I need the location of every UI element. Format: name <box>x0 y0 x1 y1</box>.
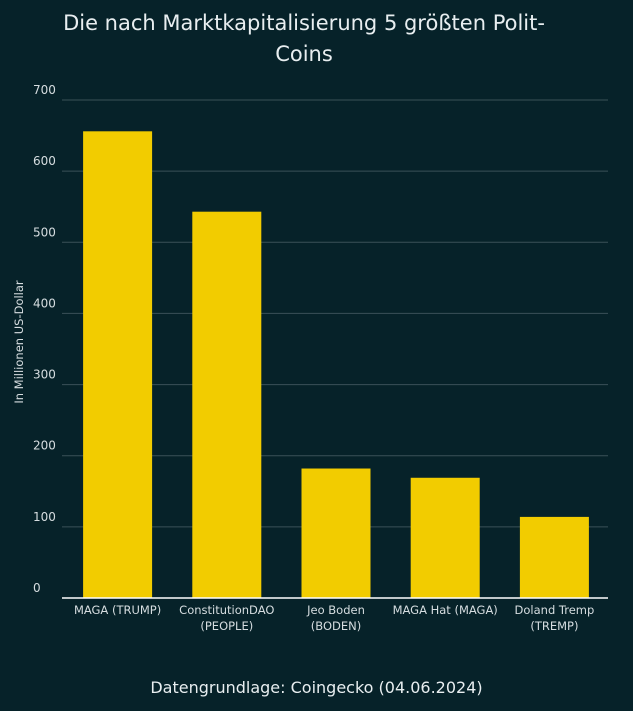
bar-2 <box>301 468 371 598</box>
y-tick-label-200: 200 <box>33 439 56 453</box>
bar-1 <box>192 211 262 599</box>
y-tick-label-600: 600 <box>33 154 56 168</box>
x-tick-label-4: Doland Tremp (TREMP) <box>515 603 595 633</box>
gridlines <box>62 99 608 528</box>
x-tick-label-0: MAGA (TRUMP) <box>74 603 161 617</box>
bar-4 <box>519 516 589 598</box>
bar-0 <box>83 131 153 598</box>
bars <box>83 131 589 599</box>
y-tick-label-300: 300 <box>33 368 56 382</box>
chart-title: Die nach Marktkapitalisierung 5 größten … <box>0 8 608 70</box>
x-tick-label-line: (BODEN) <box>311 619 361 633</box>
y-tick-label-100: 100 <box>33 510 56 524</box>
bar-3 <box>410 477 480 598</box>
x-tick-label-3: MAGA Hat (MAGA) <box>393 603 498 617</box>
y-tick-label-500: 500 <box>33 225 56 239</box>
x-tick-label-1: ConstitutionDAO (PEOPLE) <box>179 603 274 633</box>
x-tick-label-line: MAGA (TRUMP) <box>74 603 161 617</box>
x-tick-label-line: ConstitutionDAO <box>179 603 274 617</box>
x-tick-label-line: (TREMP) <box>530 619 578 633</box>
x-tick-label-line: (PEOPLE) <box>200 619 253 633</box>
x-tick-label-line: Doland Tremp <box>515 603 595 617</box>
y-tick-label-400: 400 <box>33 296 56 310</box>
x-tick-label-2: Jeo Boden (BODEN) <box>306 603 365 633</box>
y-tick-label-0: 0 <box>33 581 41 595</box>
y-tick-label-700: 700 <box>33 83 56 97</box>
y-axis-title: In Millionen US-Dollar <box>12 280 26 404</box>
x-tick-label-line: MAGA Hat (MAGA) <box>393 603 498 617</box>
source-note: Datengrundlage: Coingecko (04.06.2024) <box>150 678 483 697</box>
chart-title-text: Die nach Marktkapitalisierung 5 größten … <box>63 11 545 66</box>
x-tick-label-line: Jeo Boden <box>306 603 365 617</box>
axes: 0 100 200 300 400 500 600 700 MAGA (TRUMP) Consti… <box>33 83 608 633</box>
